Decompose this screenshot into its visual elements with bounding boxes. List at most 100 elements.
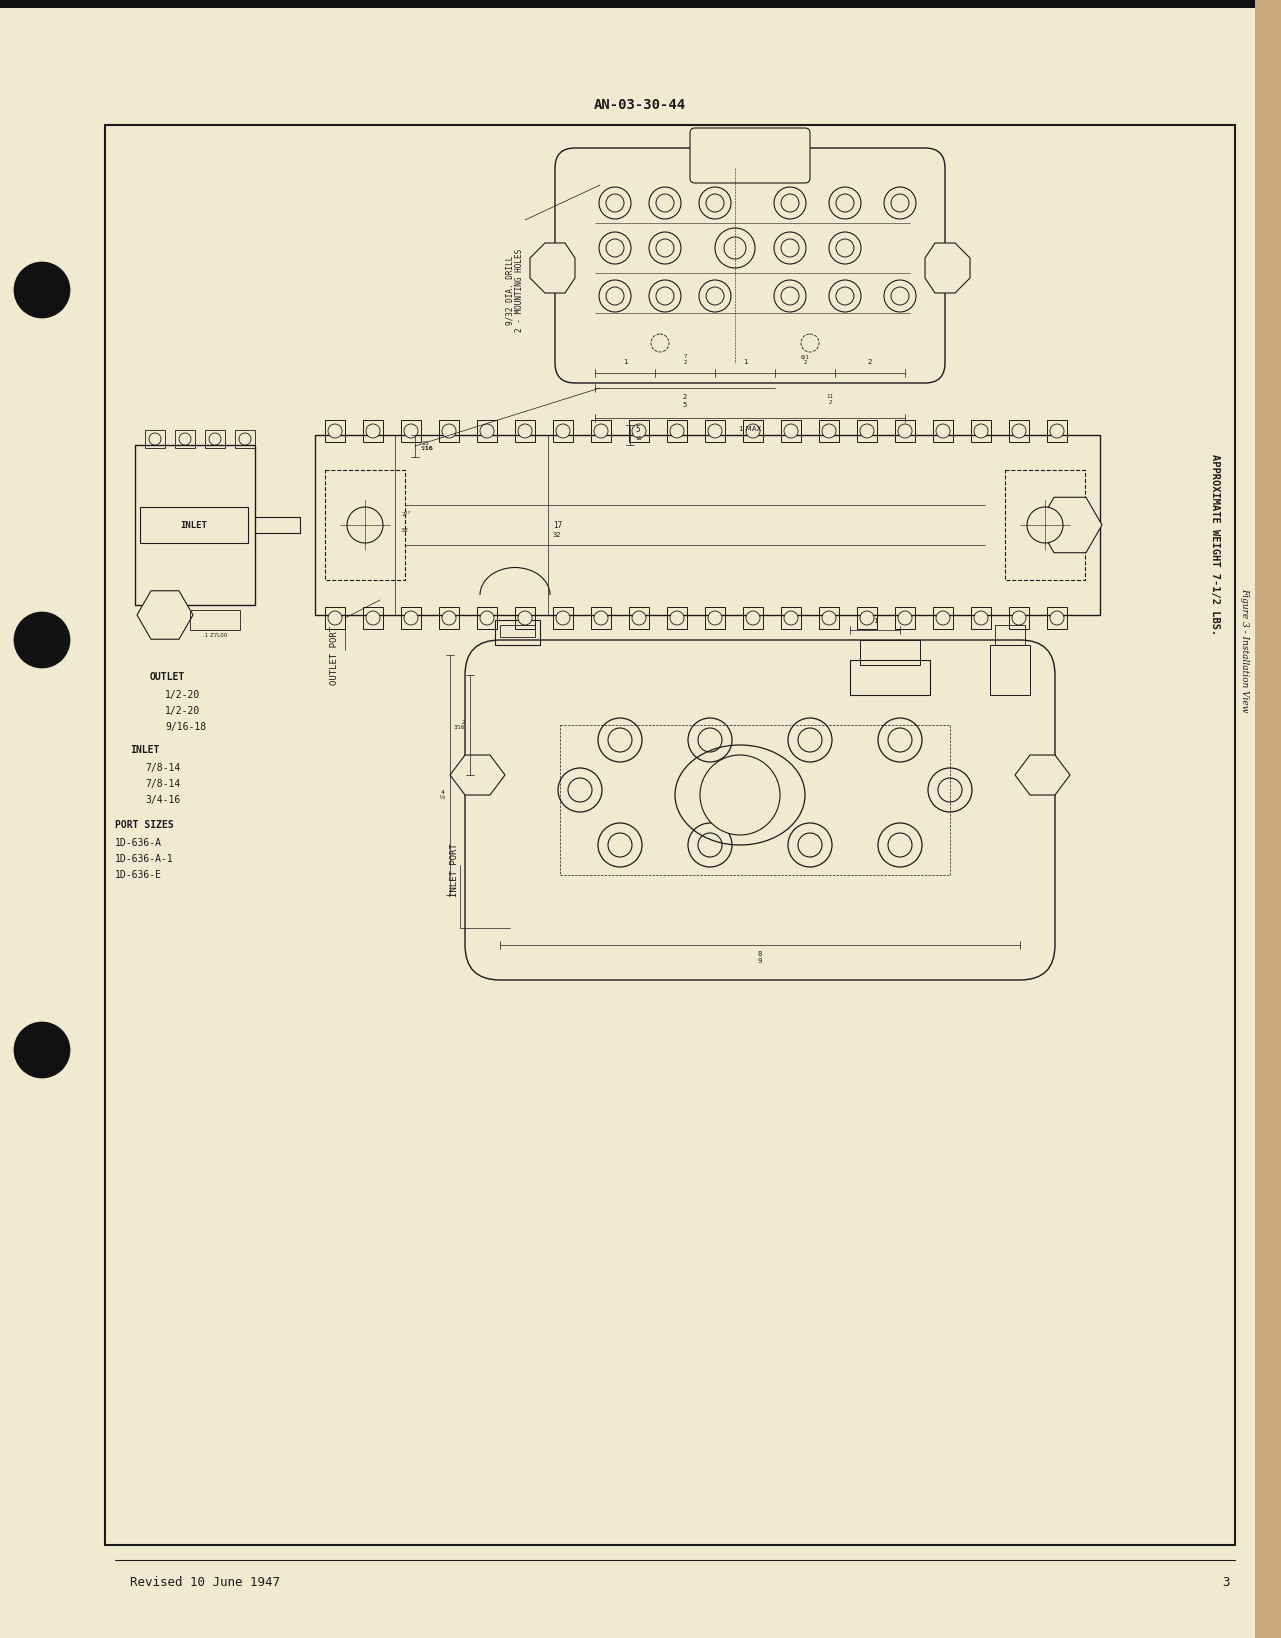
Bar [1047,419,1067,442]
Circle shape [836,287,854,305]
Circle shape [974,424,988,437]
Circle shape [598,822,642,867]
Bar [315,436,1100,614]
Text: 11
2: 11 2 [826,395,834,405]
Circle shape [829,187,861,219]
Circle shape [600,187,632,219]
Text: 1D-636-E: 1D-636-E [115,870,161,880]
Bar [135,446,255,604]
Bar [205,431,225,449]
Text: 2¹⁷: 2¹⁷ [401,513,410,518]
Circle shape [1050,611,1065,626]
Circle shape [632,611,646,626]
Bar [0,0,1281,8]
Circle shape [240,432,251,446]
Text: 9/32 DIA. DRILL: 9/32 DIA. DRILL [506,256,515,324]
Circle shape [567,778,592,803]
Circle shape [366,611,380,626]
Circle shape [442,611,456,626]
Circle shape [606,239,624,257]
Circle shape [670,611,684,626]
Circle shape [708,424,722,437]
Bar [857,419,877,442]
Circle shape [1050,424,1065,437]
Circle shape [938,778,962,803]
Text: Revised 10 June 1947: Revised 10 June 1947 [129,1576,281,1589]
Bar [1009,608,1029,629]
Circle shape [974,611,988,626]
Text: INLET: INLET [181,521,208,529]
Circle shape [594,611,608,626]
Bar [591,419,611,442]
Text: 2: 2 [867,359,872,365]
Circle shape [606,193,624,211]
Circle shape [898,424,912,437]
Bar [477,608,497,629]
Circle shape [774,233,806,264]
Circle shape [784,424,798,437]
Circle shape [600,280,632,311]
Circle shape [836,239,854,257]
Bar [515,419,535,442]
Bar [990,645,1030,695]
Circle shape [606,287,624,305]
Circle shape [1012,611,1026,626]
Circle shape [179,432,191,446]
Circle shape [556,611,570,626]
Text: INLET: INLET [129,745,159,755]
Bar [781,608,801,629]
Bar [851,660,930,695]
Bar [494,621,541,645]
Bar [234,431,255,449]
Text: PORT SIZES: PORT SIZES [115,821,174,830]
Bar [363,608,383,629]
Circle shape [328,611,342,626]
Circle shape [556,424,570,437]
Polygon shape [450,755,505,794]
Bar [971,419,991,442]
Circle shape [347,508,383,544]
Text: 2: 2 [683,395,687,400]
Circle shape [884,187,916,219]
Circle shape [632,424,646,437]
Polygon shape [530,242,575,293]
Circle shape [829,233,861,264]
Circle shape [1027,508,1063,544]
Bar [500,626,535,637]
Circle shape [518,611,532,626]
Bar [325,419,345,442]
Text: 1/2-20: 1/2-20 [165,690,200,699]
Circle shape [698,727,722,752]
Polygon shape [1015,755,1070,794]
Text: 4
⅛: 4 ⅛ [439,790,445,801]
Circle shape [715,228,755,269]
Circle shape [14,613,70,668]
Circle shape [598,717,642,762]
Bar [781,419,801,442]
Text: 32: 32 [553,532,561,537]
Text: 3: 3 [1222,1576,1230,1589]
Bar [175,431,195,449]
Circle shape [784,611,798,626]
Circle shape [670,424,684,437]
Circle shape [708,611,722,626]
Circle shape [798,727,822,752]
Text: OUTLET: OUTLET [150,672,186,681]
Bar [439,608,459,629]
Circle shape [706,193,724,211]
Bar [145,431,165,449]
Bar [819,419,839,442]
Circle shape [656,193,674,211]
Bar [325,470,405,580]
Circle shape [822,424,836,437]
Circle shape [608,834,632,857]
Bar [477,419,497,442]
Bar [553,608,573,629]
Bar [190,609,240,631]
Bar [363,419,383,442]
Circle shape [801,334,819,352]
Bar [995,626,1025,645]
Circle shape [884,280,916,311]
Circle shape [559,768,602,812]
Text: 2
3⁄16: 2 3⁄16 [453,719,465,731]
